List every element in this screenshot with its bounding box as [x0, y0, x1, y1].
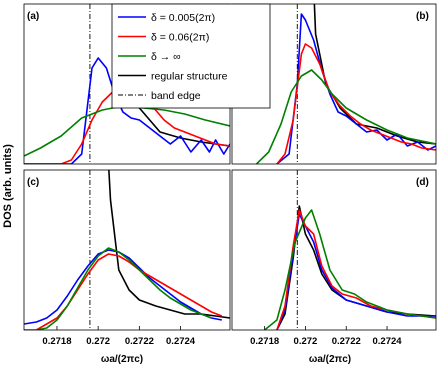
x-tick-label: 0.2724 [373, 336, 403, 347]
panel-label: (b) [416, 11, 429, 22]
series-regular-structure [108, 170, 230, 319]
x-axis-label-d: ωa/(2πc) [309, 354, 351, 365]
series-0-005-2 [276, 213, 436, 330]
plot-area [24, 170, 230, 330]
x-tick-label: 0.2718 [42, 336, 71, 347]
panel-d: (d) 0.2718 0.272 0.2722 0.2724 [231, 169, 437, 347]
panel-label: (d) [416, 177, 429, 188]
legend: δ = 0.005(2π) δ = 0.06(2π) δ → ∞ regular st… [111, 3, 271, 109]
x-tick-label: 0.272 [294, 336, 318, 347]
series-0-06-2 [24, 253, 223, 330]
series- [255, 69, 436, 164]
legend-label: band edge [151, 90, 201, 102]
legend-label: regular structure [151, 71, 228, 83]
panel-label: (a) [27, 11, 39, 22]
plot-area [255, 4, 436, 164]
legend-label: δ = 0.005(2π) [151, 12, 215, 24]
legend-label: δ → ∞ [151, 51, 181, 63]
series-0-005-2 [24, 249, 222, 325]
x-tick-label: 0.2724 [166, 336, 196, 347]
series- [24, 105, 230, 157]
legend-label: δ = 0.06(2π) [151, 32, 209, 44]
x-tick-label: 0.2718 [250, 336, 279, 347]
axes-frame [231, 169, 437, 331]
series-0-005-2 [24, 57, 230, 164]
panel-label: (c) [27, 177, 39, 188]
x-tick-label: 0.2722 [332, 336, 361, 347]
series- [264, 209, 436, 330]
series-0-005-2 [276, 13, 436, 164]
x-tick-label: 0.2722 [125, 336, 154, 347]
panel-c: (c) 0.2718 0.272 0.2722 0.2724 [23, 169, 231, 347]
y-axis-label: DOS (arb. units) [2, 144, 14, 228]
x-axis-label-c: ωa/(2πc) [101, 354, 143, 365]
plot-area [264, 170, 436, 330]
axes-frame [23, 169, 231, 331]
series- [36, 247, 212, 330]
x-tick-label: 0.272 [86, 336, 110, 347]
series-0-06-2 [276, 43, 436, 164]
series-regular-structure [276, 205, 436, 330]
